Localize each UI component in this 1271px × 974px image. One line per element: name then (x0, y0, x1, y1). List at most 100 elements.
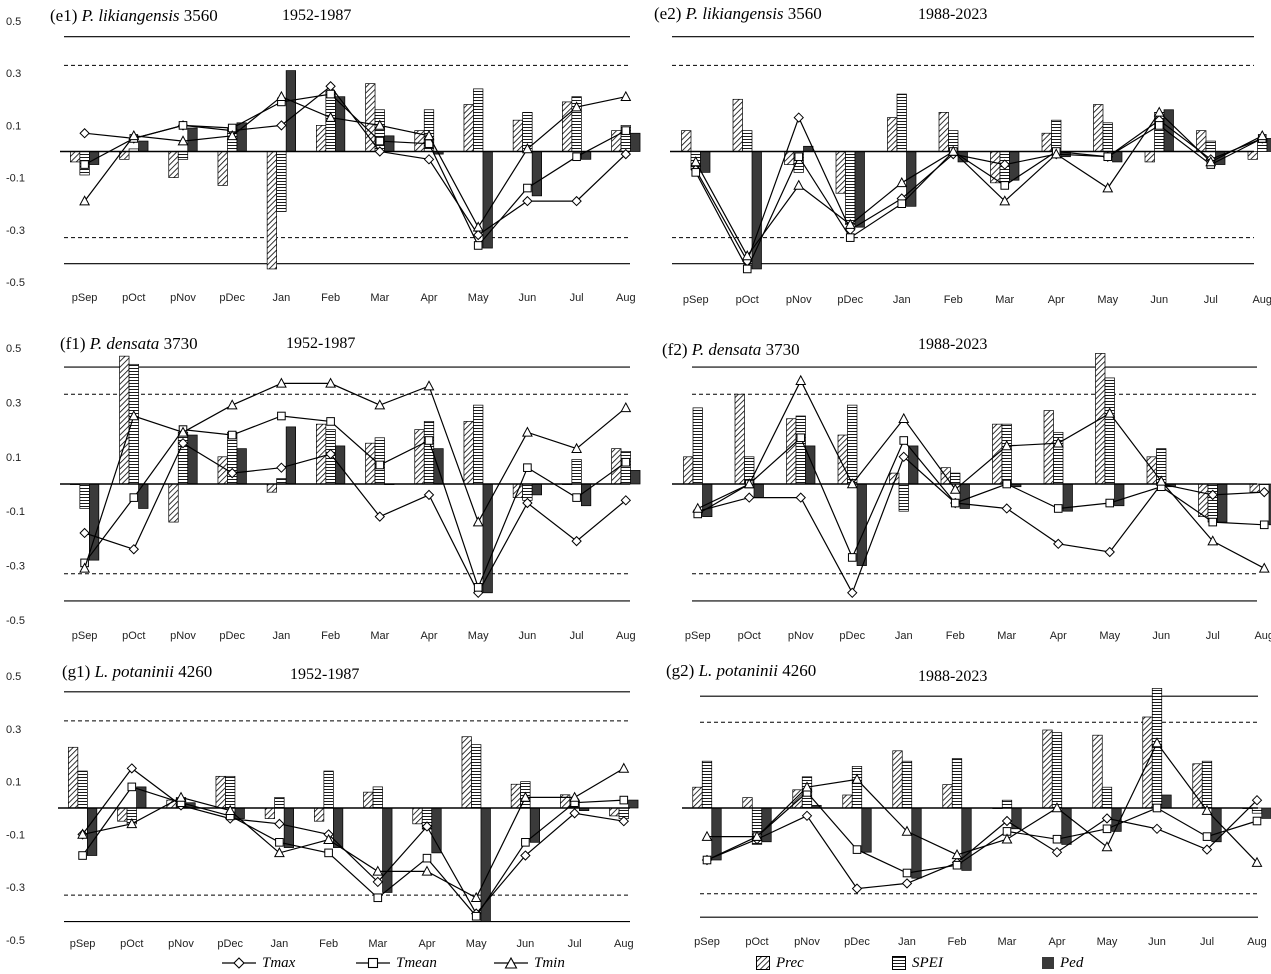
x-tick-label: May (1097, 294, 1118, 306)
bar-ped (531, 151, 543, 197)
point-tmean (1208, 517, 1218, 527)
bar-spei (620, 451, 631, 485)
point-tmax (618, 815, 630, 827)
y-tick-label: 0.1 (6, 452, 21, 464)
point-tmax (177, 437, 189, 449)
point-tmax (423, 154, 435, 165)
x-tick-label: Jul (570, 630, 584, 642)
bar-prec (365, 83, 376, 152)
y-tick-label: 0.5 (6, 671, 21, 683)
point-tmin (690, 156, 702, 167)
bar-prec (938, 111, 949, 152)
bar-prec (463, 421, 474, 485)
bar-prec (117, 807, 128, 822)
bar-prec (732, 98, 743, 152)
point-tmean (794, 152, 804, 162)
panel-title: (f2) P. densata 3730 (662, 340, 800, 360)
point-tmax (128, 544, 140, 555)
x-tick-label: pOct (745, 936, 768, 948)
period-label: 1988-2023 (918, 668, 988, 685)
bar-ped (283, 807, 294, 848)
point-tmax (744, 492, 755, 503)
point-tmax (276, 462, 287, 473)
bar-prec (215, 775, 226, 809)
x-tick-label: pDec (219, 630, 245, 642)
point-tmean (572, 152, 581, 162)
x-tick-label: Jan (895, 630, 913, 642)
bar-prec (217, 151, 228, 186)
bar-prec (1144, 151, 1155, 163)
legend-label: Tmean (396, 954, 437, 971)
point-tmin (947, 145, 959, 156)
point-tmax (1259, 486, 1270, 498)
point-tmin (618, 762, 630, 773)
bar-prec (1092, 734, 1103, 809)
x-tick-label: Jun (519, 292, 537, 304)
bar-spei (276, 478, 287, 485)
bar-spei (1101, 786, 1113, 809)
point-tmax (374, 511, 386, 522)
point-tmax (847, 587, 858, 599)
bar-prec (264, 807, 275, 819)
bar-prec (510, 783, 521, 809)
chart-f2: pSep pOct pNov pDec Jan Feb Mar Apr May Jun Jul Aug (672, 353, 1271, 642)
point-tmax (571, 535, 582, 547)
point-tmean (375, 460, 385, 470)
point-tmin (901, 825, 913, 836)
point-tmin (692, 502, 704, 513)
bar-prec (1249, 483, 1260, 493)
bar-prec (742, 797, 753, 809)
point-tmean (326, 89, 335, 99)
bar-ped (580, 483, 592, 507)
bar-spei (898, 483, 909, 512)
x-tick-label: May (1099, 630, 1120, 642)
point-tmean (897, 199, 907, 208)
legend-ped: Ped (1042, 952, 1083, 974)
bar-prec (119, 355, 130, 485)
point-tmean (621, 457, 631, 467)
point-tmax (522, 195, 533, 207)
x-tick-label: Feb (944, 294, 963, 306)
period-label: 1952-1987 (290, 666, 360, 683)
bar-prec (168, 151, 179, 178)
point-tmin (1155, 475, 1167, 486)
point-tmin (741, 250, 753, 261)
bar-prec (67, 746, 79, 809)
x-tick-label: Feb (948, 936, 967, 948)
x-tick-label: Feb (319, 938, 338, 950)
point-tmean (952, 860, 962, 870)
diamond-marker-icon (222, 957, 256, 969)
point-tmax (522, 497, 533, 509)
x-tick-label: pSep (70, 938, 96, 950)
point-tmin (423, 380, 435, 391)
point-tmin (1205, 156, 1217, 167)
bar-prec (1041, 132, 1052, 152)
legend-tmean: Tmean (356, 952, 437, 974)
bar-prec (314, 807, 325, 822)
point-tmin (795, 374, 807, 385)
triangle-marker-icon (494, 957, 528, 969)
line-tmean (84, 415, 627, 590)
point-tmin (1153, 106, 1165, 117)
point-tmin (999, 195, 1011, 206)
y-tick-label: 0.1 (6, 777, 21, 789)
bar-ped (431, 807, 442, 854)
point-tmin (126, 817, 138, 829)
species-name: P. densata (691, 340, 762, 359)
point-tmin (1101, 841, 1113, 852)
x-tick-label: pDec (837, 294, 863, 306)
bar-spei (177, 151, 189, 160)
point-tmean (619, 795, 629, 805)
panel-label: (e1) (50, 6, 78, 25)
elevation: 3560 (183, 6, 218, 25)
bar-prec (512, 119, 524, 152)
bar-spei (1051, 119, 1062, 152)
legend-label: SPEI (912, 954, 943, 971)
line-tmax (706, 799, 1258, 890)
point-tmax (1251, 794, 1263, 806)
bar-prec (1043, 410, 1054, 485)
point-tmax (79, 527, 90, 539)
y-tick-label: 0.5 (6, 343, 21, 355)
point-tmean (227, 430, 237, 440)
line-tmin (707, 741, 1258, 864)
